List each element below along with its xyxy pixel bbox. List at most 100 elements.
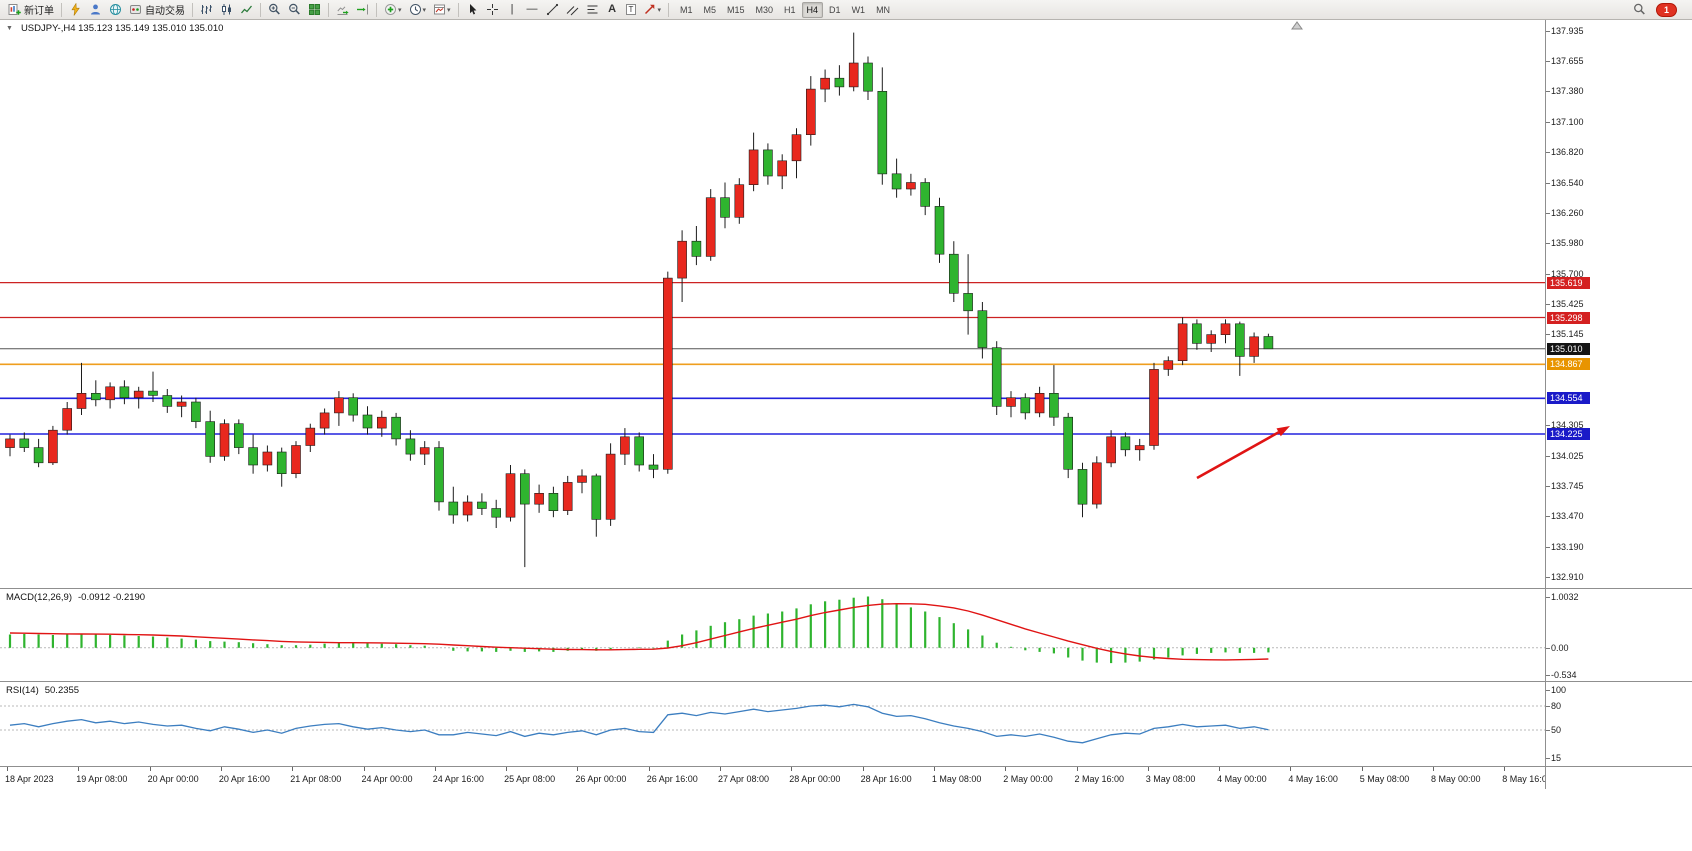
candle [162,389,173,413]
price-scale-label: 135.980 [1551,238,1584,249]
auto-scroll-button[interactable] [333,1,352,19]
candle [448,486,459,524]
timeframe-button-m15[interactable]: M15 [726,4,745,15]
timeframe-button-h4[interactable]: H4 [801,1,824,18]
time-axis-label: 4 May 00:00 [1217,774,1267,784]
price-axis-tick [1546,516,1550,518]
candle [1006,391,1016,418]
candle [1192,319,1202,350]
time-axis-label: 25 Apr 08:00 [504,774,556,784]
pane-separator[interactable] [0,766,1692,767]
candle [734,178,745,224]
time-axis-label: 28 Apr 16:00 [860,774,912,784]
notification-badge[interactable]: 1 [1655,2,1677,17]
vertical-line-tool-button[interactable]: | [503,1,522,19]
navigator-button[interactable] [106,1,125,19]
macd-chart-canvas[interactable] [0,589,1545,681]
rsi-name: RSI(14) [6,685,39,696]
timeframe-button-m1[interactable]: M1 [679,4,693,15]
auto-trading-button[interactable]: 自动交易 [126,1,188,19]
price-scale-label: 136.820 [1551,147,1584,158]
candle [948,241,959,302]
timeframe-button-m30[interactable]: M30 [755,4,774,15]
main-price-pane[interactable]: ▼ USDJPY-,H4 135.123 135.149 135.010 135… [0,20,1545,588]
trendline-tool-button[interactable] [543,1,562,19]
price-line-label: 135.298 [1547,311,1590,324]
fibonacci-tool-button[interactable] [583,1,602,19]
chart-shift-button[interactable] [353,1,372,19]
time-axis-tick [1433,767,1434,771]
price-scale-label: 135.145 [1551,329,1584,340]
price-axis-tick [1546,182,1550,184]
candle [920,178,931,216]
timeframe-button-mn[interactable]: MN [876,4,891,15]
time-axis-label: 3 May 08:00 [1145,774,1196,784]
price-axis-tick [1546,690,1550,691]
trend-arrow-line[interactable] [1196,431,1280,480]
time-axis-label: 20 Apr 16:00 [218,774,270,784]
price-axis-tick [1546,455,1550,457]
line-chart-button[interactable] [237,1,256,19]
timeframe-button-w1[interactable]: W1 [851,4,866,15]
candle [863,56,873,100]
timeframe-button-h1[interactable]: H1 [784,4,796,15]
main-chart-canvas[interactable] [0,20,1545,588]
horizontal-line-tool-button[interactable]: — [523,1,542,19]
candle [763,143,773,185]
crosshair-tool-button[interactable] [483,1,502,19]
text-tool-button[interactable]: A [603,1,622,19]
time-axis-label: 8 May 00:00 [1431,774,1481,784]
rsi-scale-label: 50 [1551,725,1562,735]
pane-separator[interactable] [0,588,1692,589]
time-axis-tick [7,767,8,771]
price-axis-tick [1546,334,1550,336]
time-axis-tick [791,767,793,771]
fibonacci-icon [587,5,598,14]
candle [148,371,158,402]
chart-shift-marker[interactable] [1291,21,1303,30]
time-axis-label: 2 May 00:00 [1003,774,1053,784]
templates-button[interactable]: ▾ [430,1,454,19]
chart-header-collapse-icon[interactable]: ▼ [6,25,13,32]
market-watch-button[interactable] [66,1,85,19]
tile-windows-button[interactable] [305,1,324,19]
time-axis-tick [434,767,436,771]
new-order-button[interactable]: 新订单 [5,1,57,19]
price-axis[interactable]: 137.935 137.655 137.380 137.100 136.820 136.5… [1545,20,1692,789]
zoom-in-button[interactable] [265,1,284,19]
pane-separator[interactable] [0,681,1692,682]
periods-button[interactable]: ▾ [406,1,430,19]
candle [577,469,587,494]
timeframe-button-m5[interactable]: M5 [703,4,716,15]
price-scale-label: 134.025 [1551,450,1584,461]
time-axis-label: 18 Apr 2023 [5,774,54,784]
rsi-chart-canvas[interactable] [0,682,1545,766]
candlestick-chart-button[interactable] [217,1,236,19]
candle [505,465,516,522]
time-axis[interactable]: 18 Apr 2023 19 Apr 08:00 20 Apr 00:00 20 Ap… [0,767,1552,789]
timeframe-button-d1[interactable]: D1 [829,4,841,15]
text-label-tool-button[interactable]: T [623,1,640,19]
zoom-out-button[interactable] [285,1,304,19]
toolbar-divider [328,2,329,17]
candle [1120,432,1131,457]
cursor-tool-button[interactable] [463,1,482,19]
channel-tool-button[interactable] [563,1,582,19]
chart-area: ▼ USDJPY-,H4 135.123 135.149 135.010 135… [0,20,1692,789]
candle [891,158,902,198]
crosshair-icon [486,4,498,15]
candle [91,380,101,407]
candle [234,419,244,455]
rsi-pane[interactable]: RSI(14) 50.2355 [0,682,1545,766]
bar-chart-button[interactable] [197,1,216,19]
search-button[interactable] [1630,1,1649,19]
toolbar-divider [61,2,62,17]
time-axis-label: 26 Apr 16:00 [646,774,698,784]
arrows-tool-button[interactable]: ▾ [640,1,664,19]
toolbar: 新订单 自动交易 [0,0,1692,20]
profile-button[interactable] [86,1,105,19]
candle [348,393,359,422]
text-icon: A [608,3,617,15]
indicators-button[interactable]: ▾ [381,1,405,19]
macd-pane[interactable]: MACD(12,26,9) -0.0912 -0.2190 [0,589,1545,681]
